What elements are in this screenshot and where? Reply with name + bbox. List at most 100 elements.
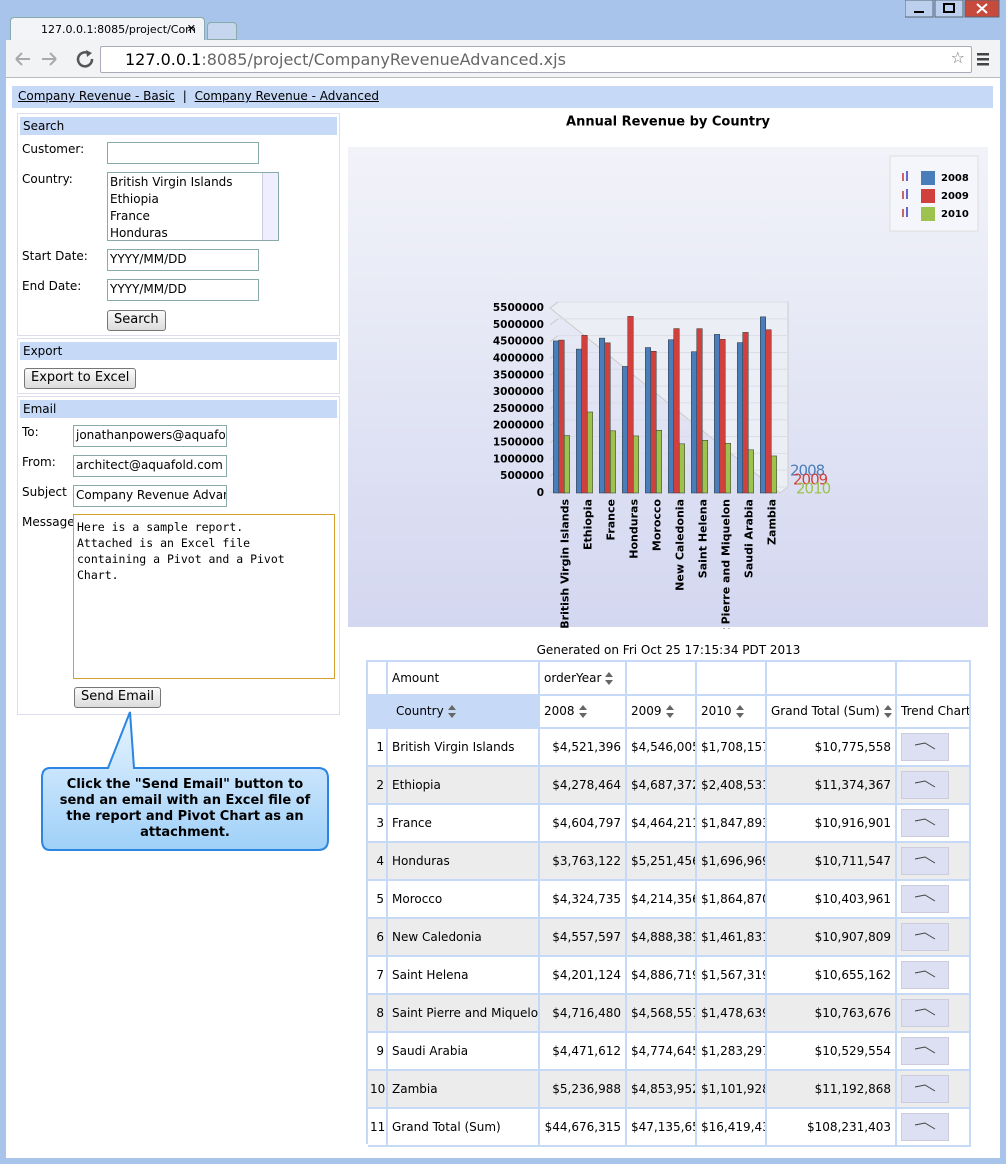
table-cell[interactable]: Country [388,696,540,729]
address-bar[interactable]: 127.0.0.1:8085/project/CompanyRevenueAdv… [100,46,972,73]
sort-icon [578,704,588,719]
table-cell: France [388,805,540,843]
table-cell: 1 [368,729,388,767]
y-tick-label: 1500000 [493,437,544,449]
nav-link[interactable]: Company Revenue - Advanced [194,89,379,103]
subject-input[interactable]: Company Revenue Advanced [73,485,227,507]
export-panel: Export Export to Excel [17,338,340,394]
table-cell[interactable]: 2010 [697,696,767,729]
trend-cell[interactable] [897,729,971,767]
section-title: Export [20,342,337,360]
table-cell [368,662,388,696]
trend-cell[interactable] [897,805,971,843]
sparkline-line [914,932,936,940]
nav-buttons[interactable] [12,48,96,70]
start-date-input[interactable]: YYYY/MM/DD [107,249,259,271]
bar [668,339,675,494]
country-listbox[interactable]: British Virgin Islands Ethiopia France Hond… [107,172,279,241]
table-cell: Trend Chart [897,696,971,729]
table-cell: Morocco [388,881,540,919]
bar [742,332,749,494]
country-option: British Virgin Islands [110,175,233,189]
table-cell[interactable]: orderYear [540,662,627,696]
table-cell: 11 [368,1109,388,1147]
trend-cell[interactable] [897,957,971,995]
search-button[interactable]: Search [107,310,166,331]
legend-icon [902,173,904,181]
trend-cell[interactable] [897,919,971,957]
trend-cell[interactable] [897,767,971,805]
legend-label: 2010 [941,209,969,220]
new-tab[interactable] [207,22,237,40]
table-cell: $4,604,797 [540,805,627,843]
series-label: 2008 [790,462,825,480]
sparkline-bg [901,847,949,875]
from-input[interactable]: architect@aquafold.com [73,455,227,477]
table-cell [627,662,697,696]
x-tick-label: Zambia [766,499,779,545]
nav-link[interactable]: Company Revenue - Basic [18,89,175,103]
x-tick-label: Saudi Arabia [743,499,756,578]
bar [609,430,616,494]
table-cell: $11,374,367 [767,767,897,805]
y-tick-label: 3500000 [493,369,544,381]
sparkline-line [914,856,936,864]
pivot-table: Amount orderYear Country 2008 2009 2010 Grand … [366,660,971,1147]
table-cell: $10,916,901 [767,805,897,843]
table-cell: $4,557,597 [540,919,627,957]
browser-tab[interactable]: 127.0.0.1:8085/project/Com ✕ [10,17,205,41]
y-tick-label: 1000000 [493,453,544,465]
sparkline-bg [901,885,949,913]
table-cell: 7 [368,957,388,995]
y-tick-label: 0 [537,487,544,499]
trend-cell[interactable] [897,1109,971,1147]
bar [558,339,565,494]
trend-cell[interactable] [897,1071,971,1109]
table-cell: $11,192,868 [767,1071,897,1109]
sparkline [901,733,949,761]
trend-cell[interactable] [897,995,971,1033]
sort-icon [735,704,745,719]
table-cell: 3 [368,805,388,843]
message-textarea[interactable]: Here is a sample report. Attached is an … [73,514,335,679]
trend-cell[interactable] [897,1033,971,1071]
end-date-input[interactable]: YYYY/MM/DD [107,279,259,301]
generated-text: Generated on Fri Oct 25 17:15:34 PDT 201… [536,643,801,657]
menu-icon[interactable] [974,51,992,67]
table-cell: 5 [368,881,388,919]
table-cell: $10,775,558 [767,729,897,767]
tab-title: 127.0.0.1:8085/project/Com [41,23,196,36]
table-cell: Zambia [388,1071,540,1109]
trend-cell[interactable] [897,881,971,919]
customer-input[interactable] [107,142,259,164]
table-cell: $4,464,211 [627,805,697,843]
send-email-button[interactable]: Send Email [74,687,161,708]
sparkline [901,961,949,989]
table-cell: $16,419,434 [697,1109,767,1147]
column-header: 2009 [631,704,662,718]
table-cell[interactable]: 2008 [540,696,627,729]
sparkline [901,999,949,1027]
field-label: Subject [22,485,67,499]
column-header: Trend Chart [901,704,971,718]
table-cell: $44,676,315 [540,1109,627,1147]
bar [760,316,767,494]
table-cell[interactable]: 2009 [627,696,697,729]
column-header: Grand Total (Sum) [771,704,880,718]
url-path: :8085/project/CompanyRevenueAdvanced.xjs [201,50,566,69]
table-cell[interactable]: Grand Total (Sum) [767,696,897,729]
sparkline [901,771,949,799]
sparkline [901,923,949,951]
bar [563,435,570,494]
bar [678,443,685,494]
bar [627,316,634,494]
export-button[interactable]: Export to Excel [24,368,137,389]
legend-icon [906,207,908,217]
table-cell: $4,886,719 [627,957,697,995]
table-cell: $1,708,157 [697,729,767,767]
country-option: Honduras [110,226,168,240]
trend-cell[interactable] [897,843,971,881]
to-input[interactable]: jonathanpowers@aquafold.com [73,425,227,447]
email-panel: Email To: jonathanpowers@aquafold.com Fr… [17,396,340,715]
table-cell [697,662,767,696]
